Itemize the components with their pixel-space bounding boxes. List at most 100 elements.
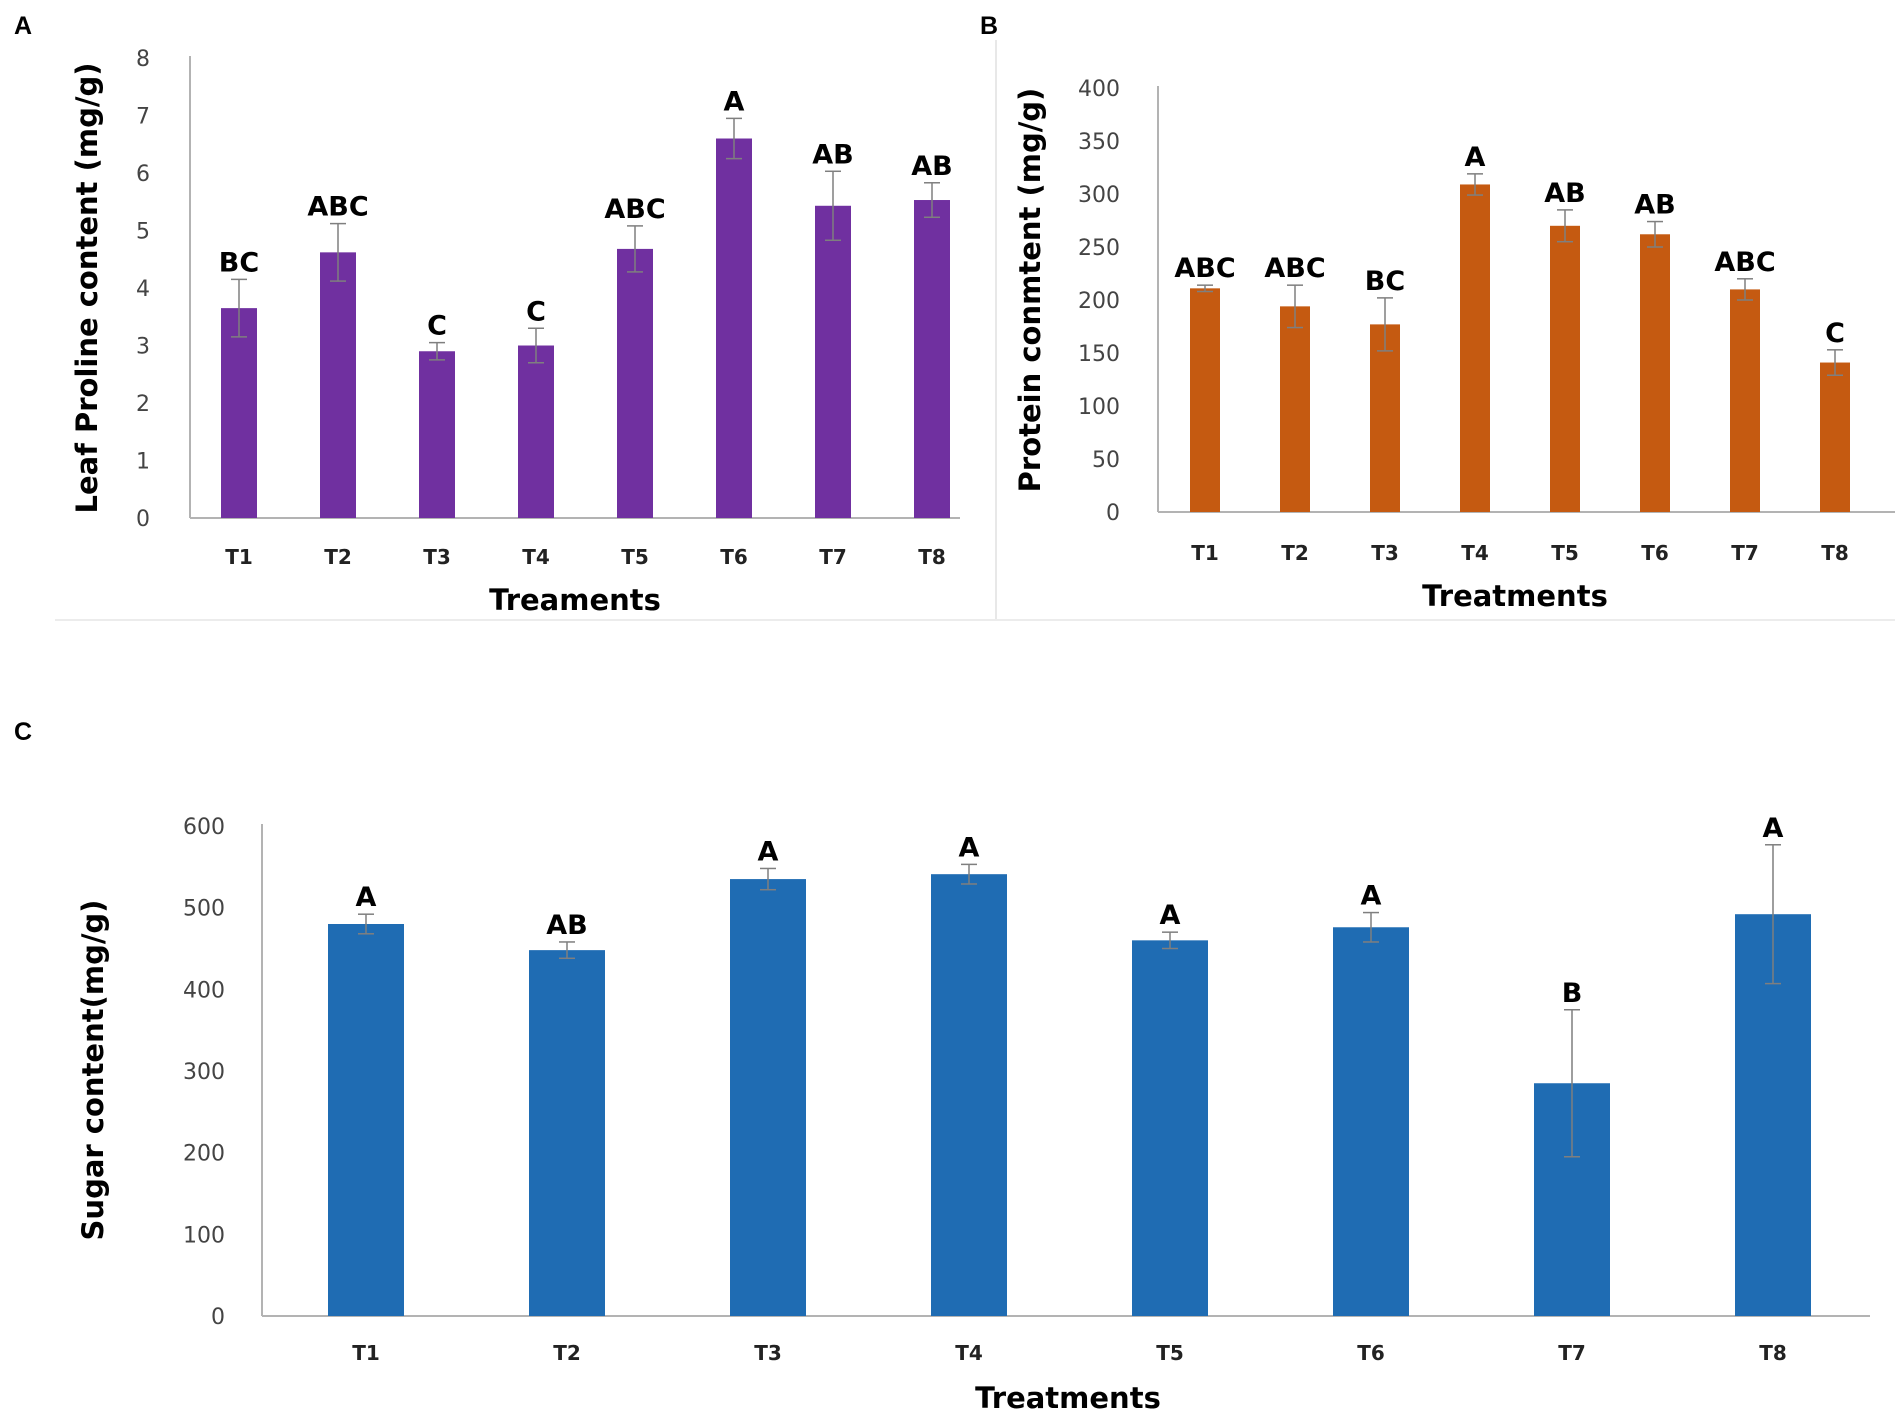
bar-t5 [1550,225,1580,513]
significance-label-t2: ABC [1264,253,1325,284]
x-tick-label-t6: T6 [720,545,748,569]
significance-label-t7: B [1562,978,1583,1009]
y-tick-label: 400 [183,978,225,1003]
bar-t1 [328,924,404,1316]
y-tick-label: 0 [136,507,150,532]
y-tick-label: 0 [1106,501,1120,526]
chart-panel-a: A 0 1 2 3 4 5 6 7 8 BC T1 ABC T2 C T3 C T4 ABC T5 A T6 AB T7 AB T… [14,12,960,617]
y-tick-label: 50 [1092,448,1120,473]
significance-label-t5: ABC [604,194,665,225]
bar-t6 [1333,927,1409,1316]
bar-t5 [1132,940,1208,1316]
significance-label-t6: AB [1634,190,1675,221]
bar-t4 [1460,184,1490,512]
significance-label-t1: BC [219,247,259,278]
y-axis-title: Protein conmtent (mg/g) [1013,88,1047,493]
y-tick-label: 350 [1078,130,1120,155]
x-tick-label-t2: T2 [553,1341,581,1365]
bar-t1 [1190,288,1220,512]
chart-panel-b: B050100150200250300350400ABCT1ABCT2BCT3A… [980,12,1895,613]
y-tick-label: 500 [183,897,225,922]
bar-t3 [419,351,455,518]
x-axis-title: Treaments [489,583,661,617]
x-tick-label-t3: T3 [754,1341,782,1365]
y-tick-label: 150 [1078,342,1120,367]
significance-label-t6: A [1361,881,1382,912]
panel-letter: B [980,12,998,40]
x-tick-label-t6: T6 [1357,1341,1385,1365]
bar-t6 [716,138,752,518]
x-tick-label-t7: T7 [819,545,847,569]
y-tick-label: 8 [136,47,150,72]
significance-label-t8: AB [911,151,952,182]
y-tick-label: 400 [1078,77,1120,102]
chart-panel-c: C 0 100 200 300 400 500 600 A T1 AB T2 A T3 A T4 A T5 A T6 B… [14,718,1870,1415]
panel-letter: C [14,718,32,746]
y-tick-label: 7 [136,105,150,130]
y-tick-label: 2 [136,392,150,417]
y-axis-title: Sugar content(mg/g) [76,900,110,1241]
significance-label-t6: A [724,86,745,117]
y-tick-label: 5 [136,220,150,245]
y-tick-label: 300 [1078,183,1120,208]
y-tick-label: 6 [136,162,150,187]
significance-label-t5: A [1160,900,1181,931]
significance-label-t3: A [758,836,779,867]
bar-t7 [1730,289,1760,512]
x-tick-label-t5: T5 [621,545,649,569]
bar-t8 [914,200,950,518]
y-tick-label: 3 [136,335,150,360]
bar-t1 [221,308,257,518]
x-tick-label-t1: T1 [352,1341,380,1365]
y-tick-label: 4 [136,277,150,302]
significance-label-t8: C [1825,318,1845,349]
x-tick-label-t6: T6 [1641,541,1669,565]
bar-t5 [617,248,653,518]
bar-t7 [815,205,851,518]
x-tick-label-t5: T5 [1156,1341,1184,1365]
x-tick-label-t7: T7 [1558,1341,1586,1365]
y-tick-label: 600 [183,815,225,840]
significance-label-t2: ABC [307,192,368,223]
x-tick-label-t2: T2 [1281,541,1309,565]
x-tick-label-t4: T4 [955,1341,983,1365]
x-tick-label-t3: T3 [1371,541,1399,565]
bar-t2 [1280,306,1310,512]
panel-letter: A [14,12,32,40]
bar-t6 [1640,234,1670,512]
x-tick-label-t1: T1 [1191,541,1219,565]
x-axis-title: Treatments [975,1381,1161,1415]
bar-t4 [931,874,1007,1316]
x-tick-label-t8: T8 [1821,541,1849,565]
significance-label-t1: A [356,882,377,913]
x-tick-label-t4: T4 [1461,541,1489,565]
x-tick-label-t4: T4 [522,545,550,569]
significance-label-t2: AB [546,910,587,941]
y-tick-label: 100 [183,1223,225,1248]
significance-label-t5: AB [1544,178,1585,209]
significance-label-t1: ABC [1174,253,1235,284]
x-tick-label-t1: T1 [225,545,253,569]
significance-label-t4: A [959,832,980,863]
y-tick-label: 1 [136,450,150,475]
bar-t4 [518,345,554,518]
x-tick-label-t7: T7 [1731,541,1759,565]
bar-t8 [1820,362,1850,512]
bar-t3 [1370,324,1400,512]
y-tick-label: 0 [211,1305,225,1330]
significance-label-t8: A [1763,813,1784,844]
y-tick-label: 100 [1078,395,1120,420]
significance-label-t3: C [427,311,447,342]
y-tick-label: 200 [183,1142,225,1167]
y-tick-label: 250 [1078,236,1120,261]
bar-t2 [320,252,356,518]
y-tick-label: 300 [183,1060,225,1085]
x-tick-label-t3: T3 [423,545,451,569]
y-axis-title: Leaf Proline content (mg/g) [70,63,104,514]
significance-label-t4: A [1465,142,1486,173]
bar-t3 [730,879,806,1316]
significance-label-t3: BC [1365,266,1405,297]
significance-label-t7: AB [812,139,853,170]
x-tick-label-t2: T2 [324,545,352,569]
